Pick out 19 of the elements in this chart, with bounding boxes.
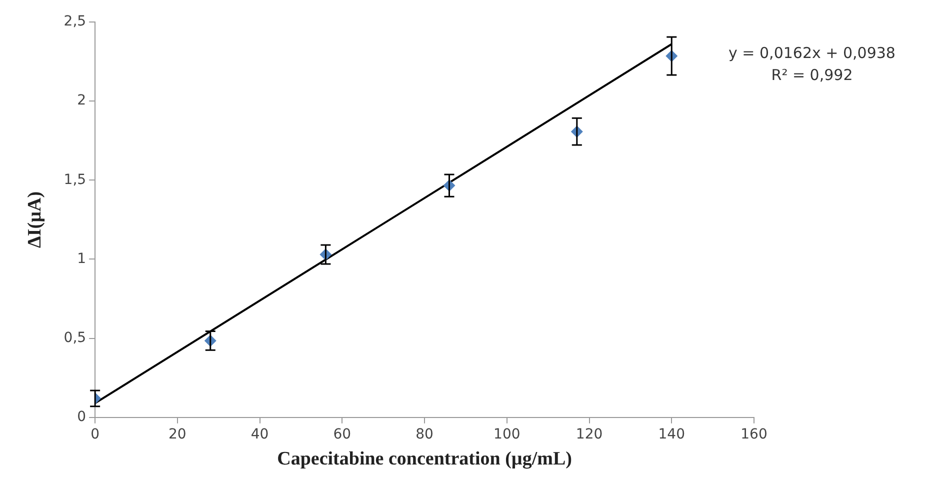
x-tick-label: 160 bbox=[740, 426, 768, 442]
y-axis-title: ΔI(µA) bbox=[24, 191, 46, 248]
y-tick-label: 2 bbox=[77, 92, 86, 109]
y-tick-label: 1 bbox=[77, 250, 86, 267]
x-tick-label: 100 bbox=[494, 426, 520, 442]
x-tick-label: 0 bbox=[90, 426, 100, 442]
x-tick-label: 20 bbox=[168, 426, 186, 442]
x-tick-label: 80 bbox=[416, 426, 434, 442]
x-tick-label: 60 bbox=[333, 426, 352, 442]
x-axis-title: Capecitabine concentration (µg/mL) bbox=[277, 448, 572, 470]
y-tick-label: 1,5 bbox=[64, 172, 86, 188]
y-tick-label: 0 bbox=[77, 409, 86, 426]
y-tick-label: 2,5 bbox=[64, 14, 86, 30]
x-tick-label: 120 bbox=[576, 426, 603, 442]
text: R² = 0,992 bbox=[771, 66, 853, 84]
x-tick-label: 40 bbox=[250, 426, 269, 442]
y-tick-label: 0,5 bbox=[64, 330, 86, 346]
annotation: y = 0,0162x + 0,0938 bbox=[728, 44, 896, 62]
x-tick-label: 140 bbox=[658, 426, 685, 442]
